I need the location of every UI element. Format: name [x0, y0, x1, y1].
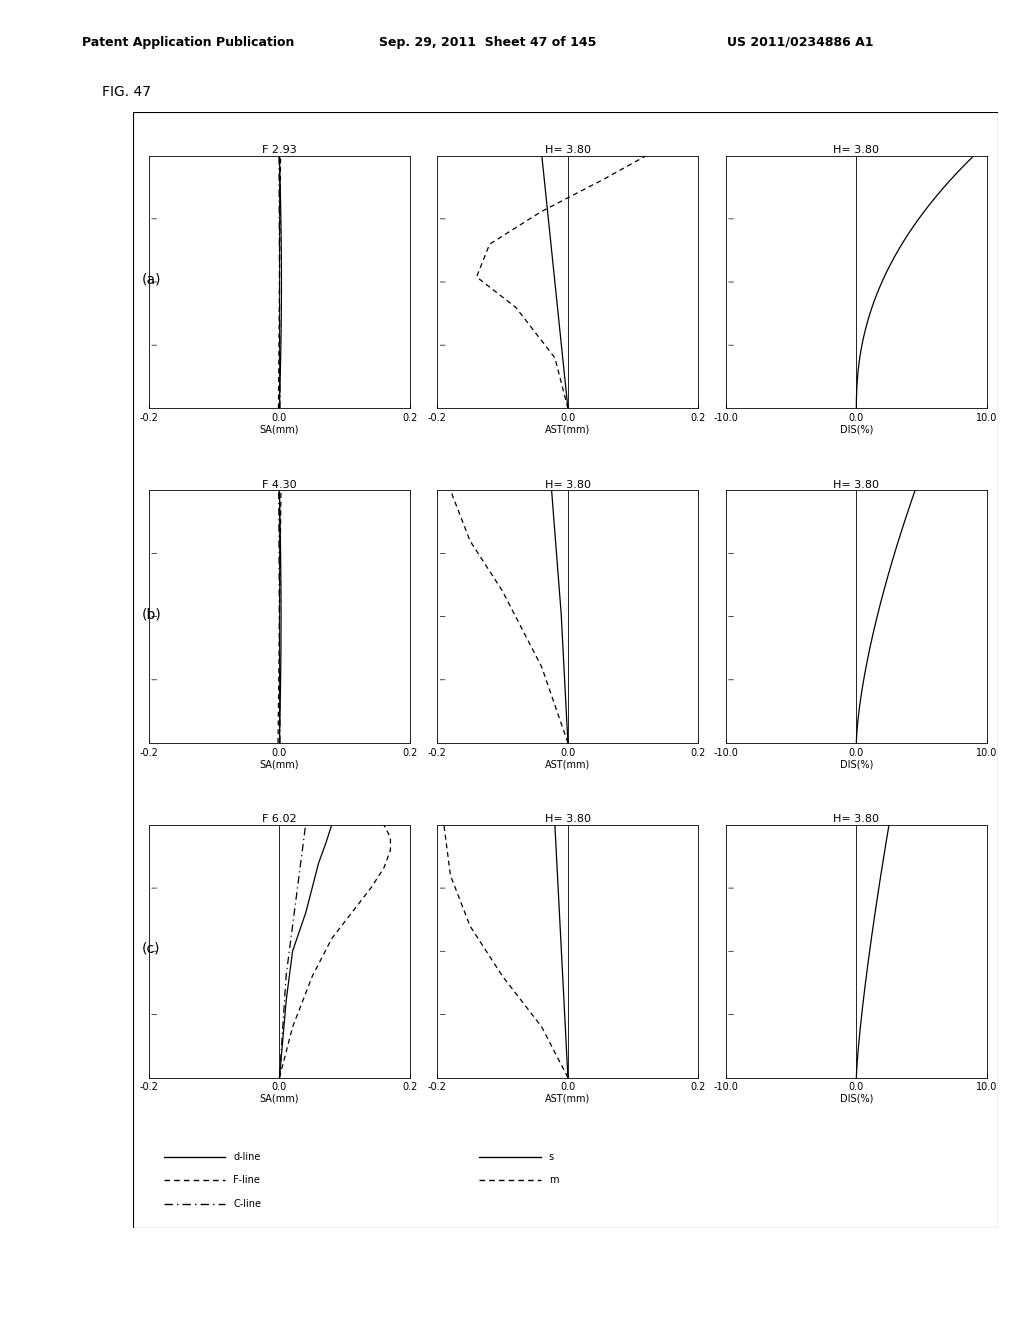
X-axis label: DIS(%): DIS(%) [840, 1094, 873, 1104]
Text: m: m [549, 1175, 558, 1185]
Text: C-line: C-line [233, 1199, 261, 1209]
X-axis label: SA(mm): SA(mm) [260, 759, 299, 770]
Text: (b): (b) [141, 607, 161, 622]
X-axis label: SA(mm): SA(mm) [260, 1094, 299, 1104]
Title: F 4.30: F 4.30 [262, 479, 297, 490]
Text: FIG. 47: FIG. 47 [102, 86, 152, 99]
Title: H= 3.80: H= 3.80 [834, 145, 880, 154]
Text: Sep. 29, 2011  Sheet 47 of 145: Sep. 29, 2011 Sheet 47 of 145 [379, 36, 596, 49]
Title: F 6.02: F 6.02 [262, 814, 297, 824]
Title: H= 3.80: H= 3.80 [834, 814, 880, 824]
X-axis label: DIS(%): DIS(%) [840, 759, 873, 770]
Text: F-line: F-line [233, 1175, 260, 1185]
Title: H= 3.80: H= 3.80 [545, 145, 591, 154]
Title: H= 3.80: H= 3.80 [545, 479, 591, 490]
X-axis label: AST(mm): AST(mm) [546, 1094, 591, 1104]
Text: d-line: d-line [233, 1151, 261, 1162]
Text: (c): (c) [141, 941, 160, 956]
X-axis label: AST(mm): AST(mm) [546, 425, 591, 434]
Text: Patent Application Publication: Patent Application Publication [82, 36, 294, 49]
Text: US 2011/0234886 A1: US 2011/0234886 A1 [727, 36, 873, 49]
X-axis label: SA(mm): SA(mm) [260, 425, 299, 434]
X-axis label: DIS(%): DIS(%) [840, 425, 873, 434]
Text: (a): (a) [141, 272, 161, 286]
Title: H= 3.80: H= 3.80 [834, 479, 880, 490]
Title: H= 3.80: H= 3.80 [545, 814, 591, 824]
X-axis label: AST(mm): AST(mm) [546, 759, 591, 770]
Title: F 2.93: F 2.93 [262, 145, 297, 154]
Text: s: s [549, 1151, 554, 1162]
